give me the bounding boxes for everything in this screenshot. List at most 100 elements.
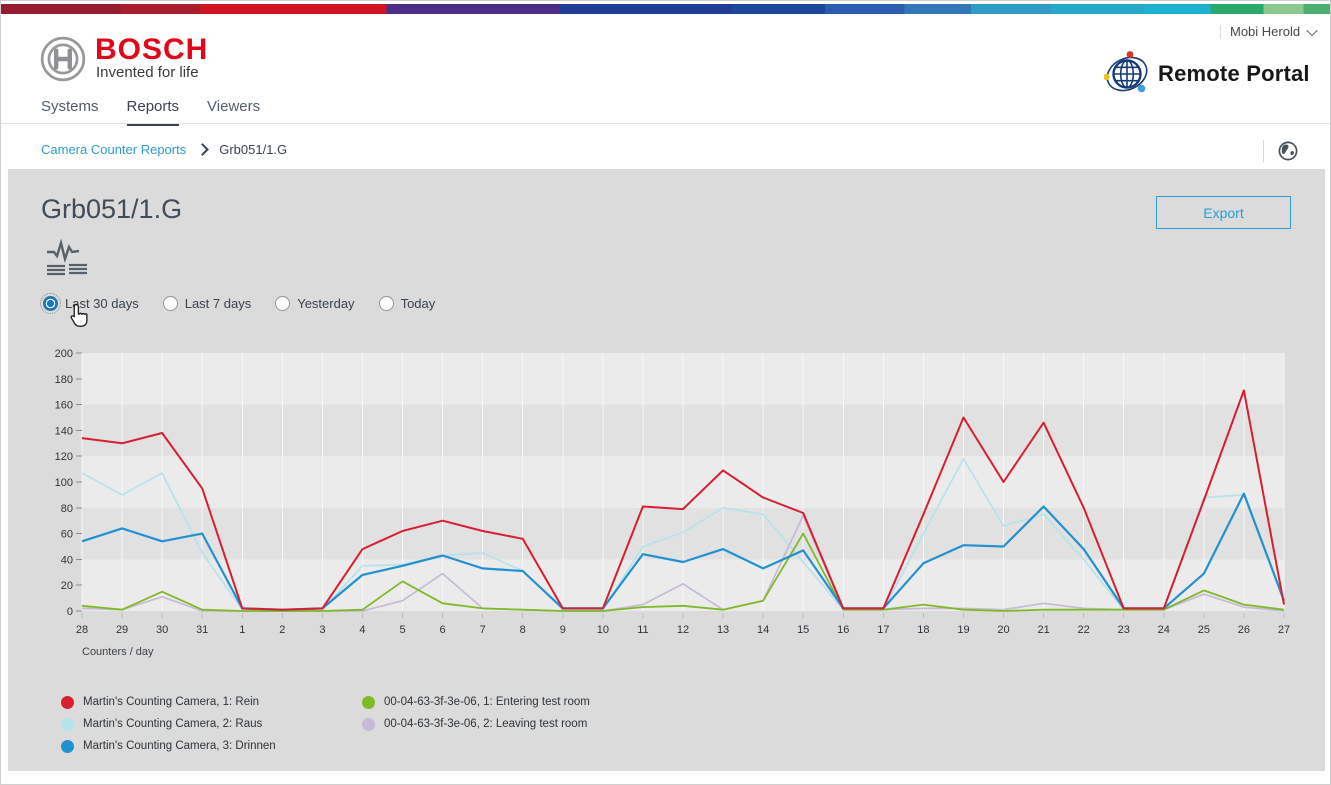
svg-text:6: 6 (440, 624, 446, 636)
breadcrumb-divider (1263, 140, 1264, 162)
legend-swatch (61, 739, 74, 753)
svg-text:26: 26 (1238, 624, 1250, 636)
svg-text:11: 11 (637, 624, 648, 636)
legend-label: 00-04-63-3f-3e-06, 1: Entering test room (384, 696, 590, 708)
line-chart-report-icon[interactable] (45, 238, 91, 280)
legend-item: Martin's Counting Camera, 3: Drinnen (61, 735, 276, 757)
svg-text:3: 3 (319, 624, 325, 636)
svg-text:18: 18 (917, 624, 929, 636)
legend-column: 00-04-63-3f-3e-06, 1: Entering test room… (362, 691, 590, 735)
radio-label: Last 30 days (65, 296, 139, 311)
x-axis: 28 29 30 31 1 2 3 4 5 6 7 8 9 10 11 12 13 14 15 16 17 18 19 20 2… (76, 613, 1290, 658)
svg-text:14: 14 (757, 624, 769, 636)
user-name: Mobi Herold (1230, 24, 1301, 39)
svg-text:28: 28 (76, 624, 88, 636)
svg-text:20: 20 (61, 580, 73, 592)
svg-text:4: 4 (359, 624, 365, 636)
svg-text:25: 25 (1198, 624, 1210, 636)
svg-text:60: 60 (61, 529, 73, 541)
globe-orbit-icon (1104, 51, 1148, 93)
svg-text:16: 16 (837, 624, 849, 636)
svg-text:22: 22 (1078, 624, 1090, 636)
portal-title: Remote Portal (1158, 61, 1310, 86)
svg-text:20: 20 (997, 624, 1009, 636)
orbit-dot-red (1126, 51, 1134, 58)
legend-item: 00-04-63-3f-3e-06, 1: Entering test room (362, 691, 590, 713)
x-axis-title: Counters / day (82, 646, 154, 658)
legend-swatch (61, 717, 74, 731)
time-range-filter-group: Last 30 days Last 7 days Yesterday Today (40, 293, 436, 314)
svg-text:15: 15 (797, 624, 809, 636)
svg-text:24: 24 (1158, 624, 1170, 636)
legend-label: Martin's Counting Camera, 2: Raus (83, 718, 263, 730)
svg-text:1: 1 (239, 624, 245, 636)
svg-text:30: 30 (156, 624, 168, 636)
legend-label: 00-04-63-3f-3e-06, 2: Leaving test room (384, 718, 588, 730)
legend-column: Martin's Counting Camera, 1: Rein Martin'… (61, 691, 276, 757)
chevron-down-icon (1306, 24, 1318, 36)
legend-item: 00-04-63-3f-3e-06, 2: Leaving test room (362, 713, 590, 735)
svg-text:23: 23 (1118, 624, 1130, 636)
series-line-0 (81, 389, 1285, 611)
svg-text:180: 180 (55, 374, 73, 386)
svg-text:160: 160 (55, 400, 73, 412)
language-globe-icon[interactable] (1277, 140, 1299, 162)
legend-item: Martin's Counting Camera, 2: Raus (61, 713, 276, 735)
svg-text:29: 29 (116, 624, 128, 636)
svg-text:8: 8 (520, 624, 526, 636)
radio-button[interactable] (162, 296, 178, 311)
tab-viewers[interactable]: Viewers (207, 98, 261, 115)
y-axis: 0 20 40 60 80 100 120 140 160 180 200 (55, 348, 82, 618)
svg-text:21: 21 (1037, 624, 1049, 636)
legend-item: Martin's Counting Camera, 1: Rein (61, 691, 276, 713)
svg-text:9: 9 (560, 624, 566, 636)
user-menu[interactable]: Mobi Herold (1230, 24, 1318, 39)
bosch-wordmark: BOSCH (95, 33, 209, 66)
radio-yesterday[interactable]: Yesterday (275, 296, 355, 311)
radio-button[interactable] (378, 296, 394, 311)
svg-text:17: 17 (877, 624, 889, 636)
chevron-right-icon (196, 143, 210, 156)
svg-text:120: 120 (55, 451, 73, 463)
svg-text:5: 5 (399, 624, 405, 636)
bosch-supergraphic-bar (1, 4, 1330, 14)
export-button[interactable]: Export (1156, 196, 1291, 229)
svg-text:7: 7 (480, 624, 486, 636)
breadcrumb-link-camera-counter-reports[interactable]: Camera Counter Reports (41, 142, 187, 157)
tab-systems[interactable]: Systems (41, 98, 99, 115)
radio-label: Last 7 days (184, 296, 252, 311)
radio-last-7-days[interactable]: Last 7 days (162, 296, 252, 311)
orbit-dot-blue (1137, 84, 1146, 93)
bosch-tagline: Invented for life (96, 64, 199, 81)
legend-swatch (362, 717, 375, 731)
series-line-3 (81, 532, 1285, 612)
legend-swatch (61, 695, 74, 709)
radio-label: Yesterday (297, 296, 355, 311)
svg-text:140: 140 (55, 425, 73, 437)
svg-text:12: 12 (677, 624, 689, 636)
radio-today[interactable]: Today (378, 296, 436, 311)
mouse-cursor-hand (70, 303, 88, 327)
radio-button[interactable] (275, 296, 291, 311)
radio-label: Today (400, 296, 436, 311)
bosch-anchor-logo-icon (40, 36, 86, 82)
radio-last-30-days[interactable]: Last 30 days (40, 293, 139, 314)
svg-text:19: 19 (957, 624, 969, 636)
svg-text:2: 2 (279, 624, 285, 636)
tab-reports[interactable]: Reports (126, 98, 179, 126)
radio-button[interactable] (40, 293, 61, 314)
svg-text:10: 10 (597, 624, 609, 636)
svg-text:100: 100 (55, 477, 73, 489)
svg-text:31: 31 (196, 624, 208, 636)
main-nav: Systems Reports Viewers (41, 98, 261, 126)
breadcrumb: Camera Counter Reports Grb051/1.G (41, 142, 287, 157)
page-title: Grb051/1.G (41, 194, 183, 224)
svg-text:80: 80 (61, 503, 73, 515)
svg-text:200: 200 (55, 348, 73, 360)
svg-text:27: 27 (1278, 624, 1290, 636)
remote-portal-logo: Remote Portal (1104, 51, 1310, 97)
legend-label: Martin's Counting Camera, 1: Rein (83, 696, 260, 708)
svg-text:40: 40 (61, 554, 73, 566)
